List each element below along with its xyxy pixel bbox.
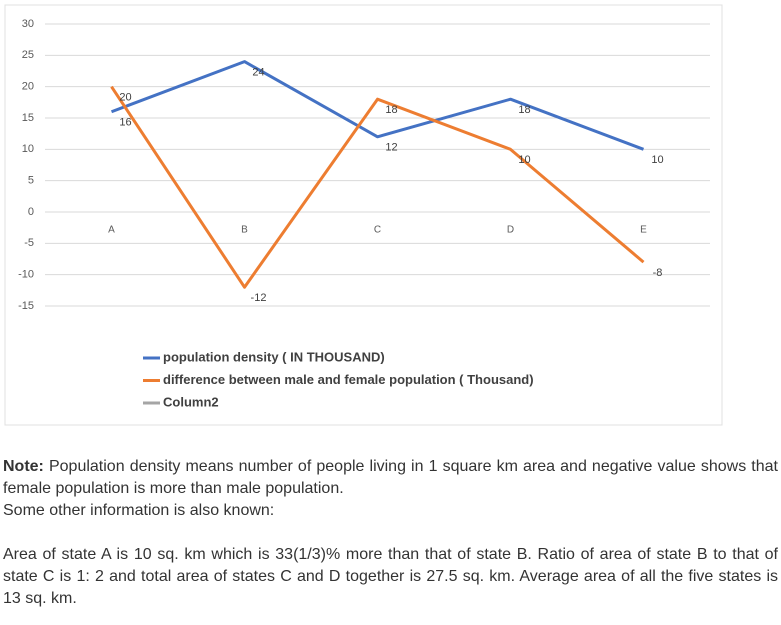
y-tick-label: 20: [22, 81, 34, 93]
series-line: [110, 85, 645, 289]
data-label: -8: [653, 267, 663, 279]
chart-border: [4, 4, 723, 426]
data-label: 18: [518, 104, 530, 116]
data-label: 18: [385, 104, 397, 116]
y-tick-label: 15: [22, 112, 34, 124]
y-tick-label: -5: [24, 237, 34, 249]
y-tick-label: 5: [28, 175, 34, 187]
data-label: 10: [651, 154, 663, 166]
data-label: 24: [252, 67, 264, 79]
data-label: 16: [119, 117, 131, 129]
data-label: 10: [518, 154, 530, 166]
y-tick-label: 25: [22, 49, 34, 61]
x-tick-label: D: [507, 225, 514, 236]
x-tick-label: E: [640, 225, 647, 236]
note: Note: Population density means number of…: [3, 456, 778, 500]
x-tick-label: A: [108, 225, 115, 236]
x-tick-label: B: [241, 225, 248, 236]
series-line: [110, 60, 645, 151]
chart: -15 -10 -5 0 5 10 15 20 25 30 A B C D E 16 24 12 18 10 popul…: [4, 4, 723, 426]
legend-label: population density ( IN THOUSAND): [163, 349, 385, 364]
y-tick-label: 10: [22, 143, 34, 155]
data-label: 20: [119, 92, 131, 104]
y-tick-label: -10: [18, 269, 34, 281]
note-extra: Some other information is also known:: [3, 502, 275, 519]
x-tick-label: C: [374, 225, 381, 236]
data-label: 12: [385, 142, 397, 154]
legend-label: difference between male and female popul…: [163, 372, 534, 387]
legend-label: Column2: [163, 394, 219, 409]
y-tick-label: 30: [22, 18, 34, 30]
data-label: -12: [251, 292, 267, 304]
y-tick-label: 0: [28, 206, 34, 218]
note-text: Population density means number of peopl…: [3, 458, 778, 497]
paragraph: Area of state A is 10 sq. km which is 33…: [3, 546, 778, 607]
note-label: Note:: [3, 458, 44, 475]
y-tick-label: -15: [18, 300, 34, 312]
